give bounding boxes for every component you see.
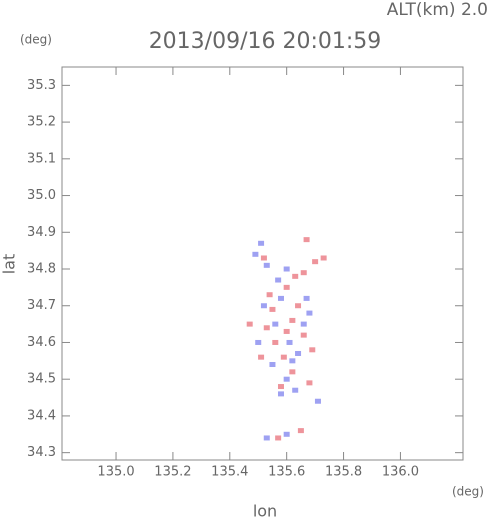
echo-cell	[269, 306, 276, 312]
y-tick-label: 34.6	[27, 335, 56, 350]
y-axis-label: lat	[0, 254, 19, 275]
echo-cell	[258, 354, 265, 360]
plot-frame	[61, 66, 464, 461]
echo-cell	[255, 339, 262, 345]
y-tick-label: 34.8	[27, 262, 56, 277]
x-tick-label: 135.0	[97, 465, 134, 480]
echo-cell	[292, 387, 299, 393]
echo-cell	[300, 321, 307, 327]
echo-cell	[303, 295, 310, 301]
y-tick-label: 35.0	[27, 188, 56, 203]
echo-cell	[283, 376, 290, 382]
y-tick-label: 35.3	[27, 78, 56, 93]
echo-cell	[289, 369, 296, 375]
y-tick-label: 35.1	[27, 151, 56, 166]
echo-cell	[300, 332, 307, 338]
echo-cell	[283, 266, 290, 272]
echo-cell	[246, 321, 253, 327]
echo-cell	[275, 277, 282, 283]
x-tick-label: 135.8	[325, 465, 362, 480]
x-unit: (deg)	[452, 485, 484, 499]
echo-cell	[263, 435, 270, 441]
echo-cell	[283, 431, 290, 437]
echo-cell	[272, 339, 279, 345]
echo-cell	[312, 259, 319, 265]
y-tick-label: 34.3	[27, 445, 56, 460]
y-unit: (deg)	[20, 33, 52, 47]
echo-cell	[286, 339, 293, 345]
echo-cell	[300, 270, 307, 276]
echo-cell	[277, 295, 284, 301]
x-tick-label: 136.0	[382, 465, 419, 480]
echo-cell	[295, 303, 302, 309]
echo-cell	[289, 317, 296, 323]
x-tick-label: 135.4	[211, 465, 248, 480]
x-tick-label: 135.6	[268, 465, 305, 480]
y-tick-label: 34.9	[27, 225, 56, 240]
echo-cell	[263, 262, 270, 268]
echo-cell	[306, 310, 313, 316]
echo-cell	[306, 380, 313, 386]
y-tick-label: 34.4	[27, 408, 56, 423]
x-tick-label: 135.2	[154, 465, 191, 480]
echo-cell	[260, 255, 267, 261]
echo-cell	[320, 255, 327, 261]
echo-cell	[283, 284, 290, 290]
echo-cell	[292, 273, 299, 279]
echo-cell	[280, 354, 287, 360]
echo-cell	[260, 303, 267, 309]
echo-cell	[303, 237, 310, 243]
echo-cell	[252, 251, 259, 257]
echo-cell	[283, 328, 290, 334]
echo-cell	[258, 240, 265, 246]
echo-cell	[314, 398, 321, 404]
echo-cell	[269, 362, 276, 368]
y-tick-label: 35.2	[27, 115, 56, 130]
echo-cell	[275, 435, 282, 441]
echo-cell	[297, 428, 304, 434]
chart-title: 2013/09/16 20:01:59	[149, 29, 382, 54]
y-tick-label: 34.7	[27, 298, 56, 313]
echo-cell	[266, 292, 273, 298]
echo-cell	[277, 384, 284, 390]
echo-cell	[263, 325, 270, 331]
echo-cell	[309, 347, 316, 353]
altitude-label: ALT(km) 2.0	[387, 0, 488, 20]
echo-cell	[289, 358, 296, 364]
echo-cell	[277, 391, 284, 397]
y-tick-label: 34.5	[27, 372, 56, 387]
x-axis-label: lon	[253, 502, 277, 521]
echo-cell	[272, 321, 279, 327]
echo-cell	[295, 350, 302, 356]
